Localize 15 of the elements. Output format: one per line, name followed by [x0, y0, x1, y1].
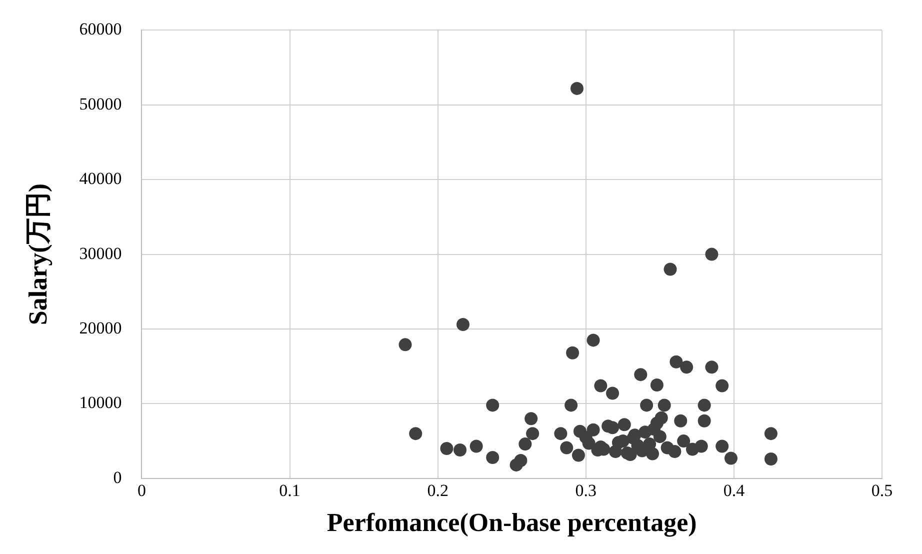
x-tick-label: 0.3: [575, 481, 597, 500]
y-tick-label: 30000: [79, 244, 122, 263]
x-axis-title: Perfomance(On-base percentage): [326, 508, 697, 538]
y-tick-label: 40000: [79, 169, 122, 188]
x-tick-label: 0.1: [279, 481, 300, 500]
x-tick-label: 0: [137, 481, 146, 500]
y-tick-label: 20000: [79, 318, 122, 338]
y-tick-label: 60000: [79, 20, 122, 39]
x-tick-label: 0.4: [723, 481, 746, 500]
y-axis-title: Salary(万円): [23, 184, 52, 326]
y-tick-label: 10000: [79, 393, 122, 412]
x-tick-label: 0.2: [427, 481, 448, 500]
y-tick-label: 50000: [79, 94, 122, 114]
y-tick-label: 0: [113, 468, 122, 487]
x-tick-label: 0.5: [871, 481, 893, 500]
